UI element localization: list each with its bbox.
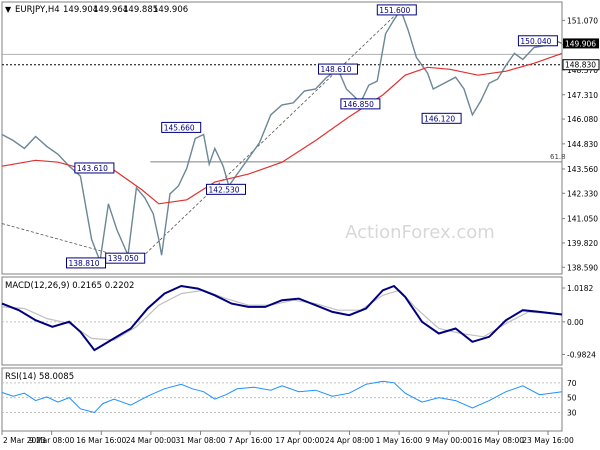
- current-price-tag: [563, 38, 599, 49]
- macd-signal-line: [1, 289, 563, 341]
- price-tick-label: 147.310: [567, 91, 598, 100]
- time-tick-label: 7 Apr 16:00: [228, 436, 272, 445]
- rsi-panel-frame: [1, 367, 563, 432]
- macd-line: [1, 284, 563, 352]
- ohlc-open: 149.904: [63, 5, 98, 15]
- price-annotation-box: [376, 4, 417, 16]
- macd-tick-label: -0.9824: [567, 350, 596, 359]
- macd-panel: 1.0182 0.00 -0.9824 MACD(12,26,9) 0.2165 0…: [1, 276, 596, 366]
- time-tick-label: 17 Apr 00:00: [275, 436, 324, 445]
- time-tick-label: 9 Mar 08:00: [29, 436, 75, 445]
- fibonacci-level-label: 61.8: [550, 153, 566, 161]
- price-annotation-box: [74, 162, 115, 174]
- time-tick-label: 16 May 08:00: [473, 436, 525, 445]
- price-annotation-box: [517, 35, 558, 47]
- price-annotation-label: 148.610: [321, 65, 352, 74]
- price-tick-label: 143.560: [567, 165, 598, 174]
- rsi-line: [1, 380, 563, 414]
- price-annotation-label: 138.810: [69, 259, 100, 268]
- ohlc-high: 149.964: [93, 5, 128, 15]
- support-level-tag: [562, 59, 600, 71]
- price-tick-label: 142.330: [567, 189, 598, 198]
- support-level-label: 148.830: [565, 61, 596, 70]
- price-tick-label: 144.830: [567, 140, 598, 149]
- current-price-label: 149.906: [565, 39, 596, 48]
- time-tick-label: 24 Mar 00:00: [126, 436, 176, 445]
- time-tick-label: 31 Mar 08:00: [176, 436, 226, 445]
- price-tick-label: 151.070: [567, 16, 598, 25]
- price-annotation-box: [318, 63, 358, 75]
- ohlc-low: 149.885: [123, 5, 158, 15]
- price-annotation-box: [421, 112, 462, 124]
- price-panel-frame: [1, 1, 563, 275]
- price-annotation-box: [161, 121, 202, 133]
- rsi-tick-label: 30: [567, 408, 577, 417]
- price-tick-label: 141.050: [567, 215, 598, 224]
- symbol-icon: ▼: [5, 5, 12, 14]
- price-watermark: ActionForex.com: [345, 222, 495, 243]
- price-annotation-box: [105, 252, 146, 264]
- macd-axis: 1.0182 0.00 -0.9824: [2, 284, 596, 359]
- chart-title: EURJPY,H4: [15, 5, 60, 15]
- price-tick-label: 148.570: [567, 66, 598, 75]
- time-tick-label: 23 May 16:00: [522, 436, 574, 445]
- price-tick-label: 138.590: [567, 263, 598, 272]
- price-annotation-label: 146.120: [424, 114, 455, 123]
- time-tick-label: 1 May 16:00: [376, 436, 423, 445]
- price-annotation-label: 145.660: [164, 123, 195, 132]
- rsi-tick-label: 50: [567, 394, 577, 403]
- price-annotations: 151.600 150.040 148.610 146.850 146.120 145.6…: [66, 4, 558, 269]
- price-tick-label: 146.080: [567, 115, 598, 124]
- macd-title: MACD(12,26,9) 0.2165 0.2202: [5, 281, 134, 291]
- macd-tick-label: 1.0182: [567, 284, 593, 293]
- time-tick-label: 9 May 00:00: [425, 436, 472, 445]
- rsi-tick-label: 70: [567, 379, 577, 388]
- price-series-line: [1, 8, 563, 264]
- chart-header: ▼ EURJPY,H4 149.904 149.964 149.885 149.…: [5, 5, 188, 15]
- price-annotation-label: 146.850: [343, 100, 374, 109]
- macd-tick-label: 0.00: [567, 318, 584, 327]
- price-annotation-label: 143.610: [77, 164, 108, 173]
- price-annotation-label: 150.040: [520, 37, 551, 46]
- price-annotation-box: [340, 98, 381, 110]
- time-tick-label: 24 Apr 08:00: [325, 436, 374, 445]
- rsi-axis: 70 50 30: [2, 379, 577, 417]
- price-annotation-label: 139.050: [108, 254, 139, 263]
- rsi-title: RSI(14) 58.0085: [5, 372, 74, 382]
- price-annotation-box: [206, 183, 246, 195]
- price-annotation-label: 142.530: [209, 185, 240, 194]
- price-annotation-label: 151.600: [379, 6, 410, 15]
- price-tick-label: 139.820: [567, 239, 598, 248]
- price-levels: 148.830 61.8 149.906: [2, 38, 600, 163]
- time-tick-label: 16 Mar 16:00: [76, 436, 126, 445]
- rsi-panel: 70 50 30 RSI(14) 58.0085: [1, 367, 577, 432]
- price-panel: ActionForex.com 138.590 139.820 141.050 142…: [1, 1, 600, 275]
- ohlc-close: 149.906: [153, 5, 188, 15]
- time-tick-label: 2 Mar 2023: [3, 436, 46, 445]
